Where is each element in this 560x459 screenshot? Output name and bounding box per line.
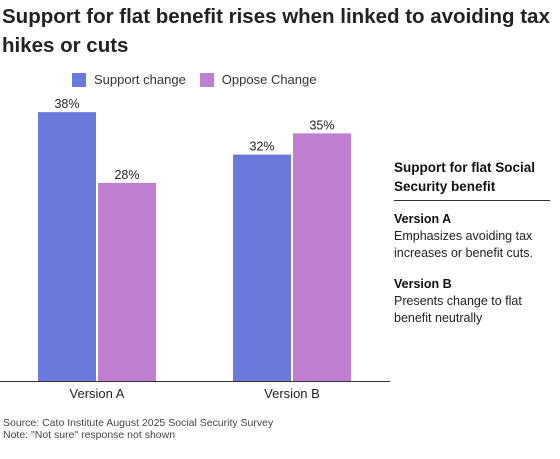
data-label-oppose-change-version-a: 28% bbox=[114, 168, 139, 182]
x-tick-label-version-b: Version B bbox=[264, 386, 320, 401]
side-panel-heading: Support for flat Social Security benefit bbox=[394, 158, 550, 201]
note-version-a: Version A Emphasizes avoiding tax increa… bbox=[394, 211, 550, 262]
legend-label-oppose: Oppose Change bbox=[221, 72, 317, 87]
bar-oppose-change-version-b bbox=[293, 133, 351, 381]
note-title-version-b: Version B bbox=[394, 277, 452, 291]
note-body-version-b: Presents change to flat benefit neutrall… bbox=[394, 294, 522, 325]
footnote: Note: "Not sure" response not shown bbox=[3, 429, 176, 441]
legend-label-support: Support change bbox=[94, 72, 186, 87]
note-title-version-a: Version A bbox=[394, 212, 452, 226]
note-body-version-a: Emphasizes avoiding tax increases or ben… bbox=[394, 229, 533, 260]
side-panel: Support for flat Social Security benefit… bbox=[394, 158, 550, 341]
note-version-b: Version B Presents change to flat benefi… bbox=[394, 276, 550, 327]
legend-item-support: Support change bbox=[72, 72, 186, 87]
bar-oppose-change-version-a bbox=[98, 182, 156, 381]
legend-item-oppose: Oppose Change bbox=[199, 72, 317, 87]
bar-support-change-version-a bbox=[38, 112, 96, 382]
chart-title: Support for flat benefit rises when link… bbox=[2, 5, 550, 57]
source-note: Source: Cato Institute August 2025 Socia… bbox=[3, 417, 274, 429]
data-label-support-change-version-a: 38% bbox=[54, 97, 79, 111]
legend-swatch-oppose bbox=[199, 72, 214, 87]
legend: Support change Oppose Change bbox=[72, 72, 330, 87]
x-tick-label-version-a: Version A bbox=[70, 386, 125, 401]
data-label-support-change-version-b: 32% bbox=[249, 140, 274, 154]
data-label-oppose-change-version-b: 35% bbox=[309, 118, 334, 132]
footer: Source: Cato Institute August 2025 Socia… bbox=[3, 417, 273, 441]
legend-swatch-support bbox=[72, 72, 86, 87]
bar-support-change-version-b bbox=[233, 154, 291, 381]
